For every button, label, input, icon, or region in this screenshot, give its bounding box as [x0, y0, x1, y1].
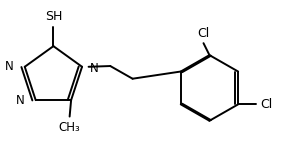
Text: SH: SH	[45, 10, 62, 23]
Text: CH₃: CH₃	[59, 121, 80, 134]
Text: N: N	[89, 62, 98, 75]
Text: N: N	[16, 94, 24, 107]
Text: Cl: Cl	[197, 27, 210, 40]
Text: Cl: Cl	[260, 98, 273, 111]
Text: N: N	[5, 60, 14, 73]
